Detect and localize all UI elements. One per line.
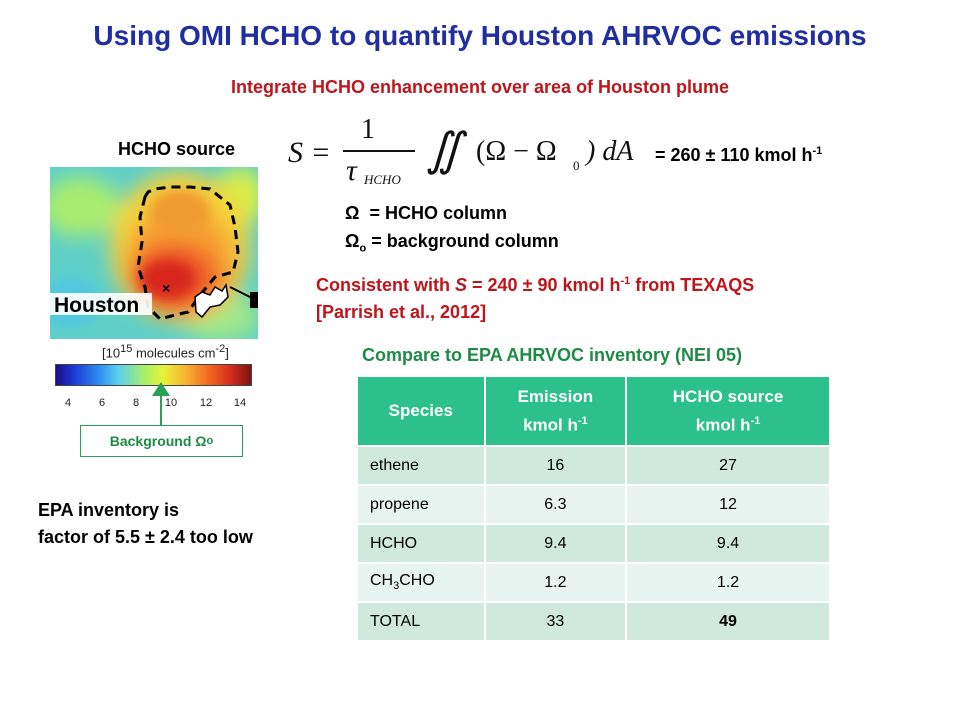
omega-definition: Ω = HCHO column	[345, 203, 507, 224]
species-suffix: CHO	[399, 572, 435, 590]
table-row: CH3CHO 1.2 1.2	[356, 562, 831, 603]
double-integral-icon: ∬	[426, 124, 463, 175]
consistent-sup: -1	[620, 275, 631, 287]
colorbar-units: [1015 molecules cm-2]	[102, 343, 229, 360]
emission-header-sup: -1	[577, 414, 588, 427]
background-arrow-icon	[152, 382, 170, 426]
epa-note-line1: EPA inventory is	[38, 500, 180, 520]
result-text: = 260 ± 110 kmol h	[655, 145, 813, 165]
colorbar-tick: 6	[98, 397, 106, 409]
fraction-bar	[343, 150, 415, 152]
omega0-sub: o	[359, 242, 367, 255]
cell-emission: 33	[483, 601, 628, 642]
species-sub: 3	[393, 580, 400, 593]
cell-species: ethene	[356, 445, 486, 486]
compare-label: Compare to EPA AHRVOC inventory (NEI 05)	[362, 345, 743, 365]
texaqs-comparison: Consistent with S = 240 ± 90 kmol h-1 fr…	[316, 268, 936, 326]
consistent-mid: = 240 ± 90 kmol h	[467, 275, 621, 295]
units-suffix: molecules cm	[132, 345, 216, 361]
colorbar-tick: 12	[199, 397, 213, 409]
result-sup: -1	[812, 145, 823, 157]
formula-tau-sub: HCHO	[364, 172, 401, 187]
formula-lhs: S =	[288, 136, 331, 169]
cell-hcho: 9.4	[625, 523, 831, 564]
hcho-map-svg: × Houston	[50, 167, 258, 339]
page-subtitle: Integrate HCHO enhancement over area of …	[230, 77, 730, 97]
formula-numerator: 1	[361, 114, 375, 145]
table-row: propene 6.3 12	[356, 484, 831, 525]
colorbar	[55, 364, 252, 386]
omega0-symbol: Ω	[345, 231, 360, 251]
background-label: Background Ω	[109, 433, 207, 449]
svg-text:×: ×	[162, 280, 170, 296]
map-city-label: Houston	[54, 294, 139, 317]
epa-note: EPA inventory is factor of 5.5 ± 2.4 too…	[38, 497, 253, 551]
units-prefix: [10	[102, 345, 121, 361]
omega-def-text: = HCHO column	[369, 203, 507, 223]
hcho-header-line1: HCHO source	[672, 386, 784, 406]
emission-header-line1: Emission	[517, 386, 594, 406]
cell-species: HCHO	[356, 523, 486, 564]
cell-hcho: 1.2	[625, 562, 831, 603]
units-sup: 15	[120, 343, 133, 355]
formula-integrand-end: ) dA	[586, 136, 634, 167]
cell-emission: 9.4	[483, 523, 628, 564]
consistent-suffix: from TEXAQS	[630, 275, 755, 295]
units-sup2: -2	[215, 343, 226, 355]
col-header-hcho-source: HCHO source kmol h-1	[625, 375, 831, 447]
table-row: TOTAL 33 49	[356, 601, 831, 642]
hcho-header-line2: kmol h	[695, 415, 751, 435]
consistent-citation: [Parrish et al., 2012]	[316, 302, 487, 322]
cell-hcho: 27	[625, 445, 831, 486]
cell-hcho: 12	[625, 484, 831, 525]
formula-integrand-sub: 0	[573, 158, 580, 173]
cell-emission: 6.3	[483, 484, 628, 525]
omega0-def-text: = background column	[371, 231, 559, 251]
colorbar-tick: 4	[64, 397, 72, 409]
hcho-map-image: × Houston	[50, 167, 258, 339]
colorbar-tick: 8	[132, 397, 140, 409]
omega0-definition: Ωo = background column	[345, 231, 559, 255]
species-prefix: CH	[370, 572, 394, 590]
colorbar-tick: 10	[164, 397, 178, 409]
background-sub: o	[206, 435, 214, 447]
epa-note-line2: factor of 5.5 ± 2.4 too low	[38, 527, 253, 547]
col-header-species: Species	[356, 375, 486, 447]
formula-tau: τ	[346, 154, 357, 187]
hcho-header-sup: -1	[750, 414, 761, 427]
consistent-s: S	[455, 275, 468, 295]
cell-species: TOTAL	[356, 601, 486, 642]
cell-emission: 1.2	[483, 562, 628, 603]
result-value: = 260 ± 110 kmol h-1	[655, 145, 822, 166]
omega-symbol: Ω	[345, 203, 360, 223]
consistent-prefix: Consistent with	[316, 275, 455, 295]
cell-species: CH3CHO	[356, 562, 486, 603]
units-end: ]	[225, 345, 229, 361]
table-row: ethene 16 27	[356, 445, 831, 486]
hcho-source-label: HCHO source	[118, 139, 236, 159]
cell-hcho-total: 49	[625, 601, 831, 642]
emission-header-line2: kmol h	[523, 415, 578, 435]
hcho-source-formula: S = 1 τ HCHO ∬ (Ω − Ω 0 ) dA	[288, 112, 638, 194]
page-title: Using OMI HCHO to quantify Houston AHRVO…	[93, 20, 867, 51]
table-header-row: Species Emission kmol h-1 HCHO source km…	[356, 375, 831, 447]
cell-emission: 16	[483, 445, 628, 486]
formula-integrand: (Ω − Ω	[476, 136, 557, 167]
cell-species: propene	[356, 484, 486, 525]
col-header-emission: Emission kmol h-1	[483, 375, 628, 447]
inventory-table: Species Emission kmol h-1 HCHO source km…	[356, 375, 831, 642]
table-row: HCHO 9.4 9.4	[356, 523, 831, 564]
colorbar-tick: 14	[233, 397, 247, 409]
